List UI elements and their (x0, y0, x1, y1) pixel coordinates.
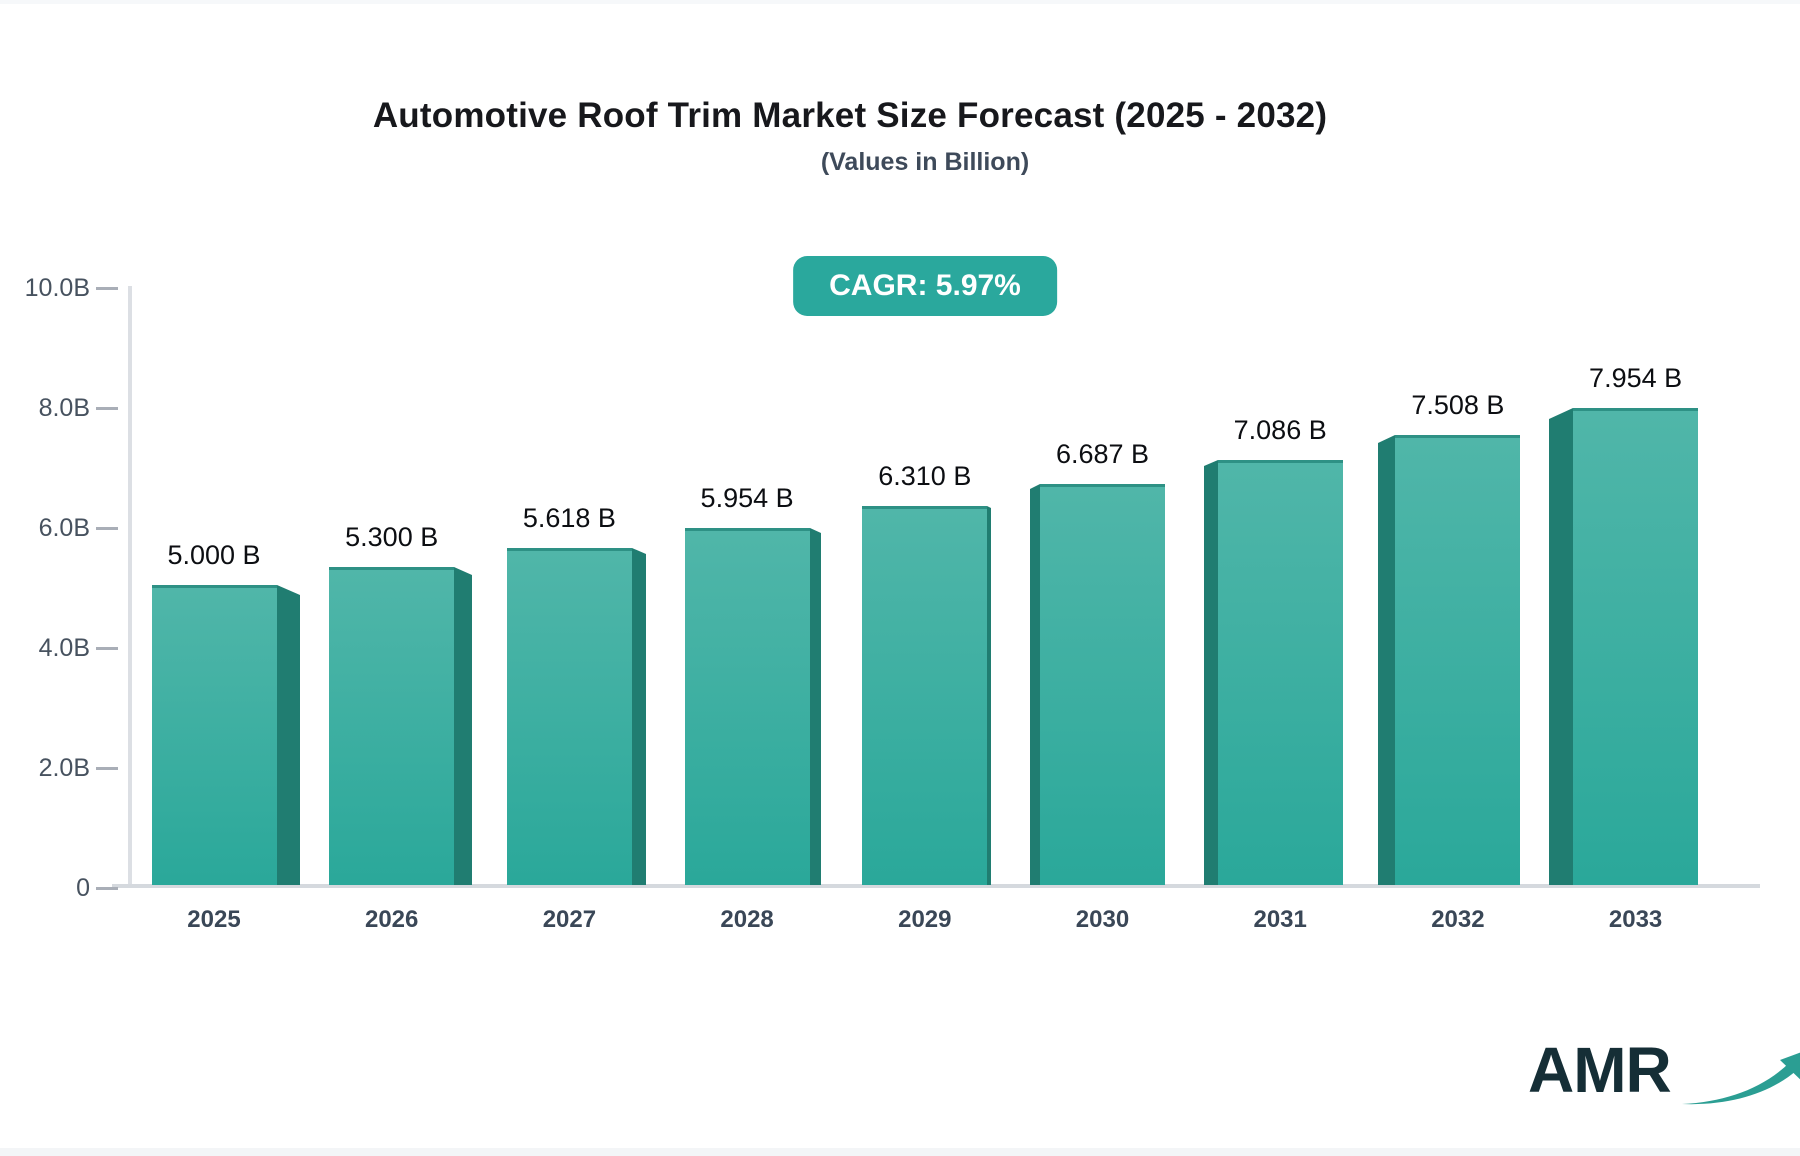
bar-side-face-2029 (987, 506, 991, 885)
x-axis-label-2028: 2028 (720, 906, 774, 933)
y-axis-tick (96, 407, 118, 410)
y-axis-tick (96, 767, 118, 770)
y-axis-label: 10.0B (24, 274, 90, 302)
amr-logo-text: AMR (1528, 1034, 1672, 1106)
bar-2033 (1573, 408, 1698, 885)
bottom-edge-strip (0, 1148, 1800, 1156)
y-axis-tick (96, 887, 118, 890)
y-axis-label: 2.0B (38, 754, 90, 782)
x-axis-label-2029: 2029 (898, 906, 952, 933)
y-axis-tick (96, 287, 118, 290)
x-axis-label-2025: 2025 (187, 906, 241, 933)
x-axis-line (112, 884, 1760, 888)
bar-side-face-2032 (1378, 435, 1395, 885)
top-edge-strip (0, 0, 1800, 4)
bar-value-label-2027: 5.618 B (522, 503, 616, 533)
x-axis-label-2027: 2027 (542, 906, 597, 933)
bar-value-label-2026: 5.300 B (345, 522, 439, 552)
bar-2026 (329, 567, 454, 885)
bar-value-label-2028: 5.954 B (700, 483, 794, 513)
bar-2032 (1395, 435, 1520, 885)
bar-2027 (507, 548, 632, 885)
bar-2029 (862, 506, 987, 885)
y-axis-label: 6.0B (38, 514, 90, 542)
bar-2031 (1218, 460, 1343, 885)
bar-side-face-2025 (277, 585, 300, 885)
bar-value-label-2031: 7.086 B (1233, 415, 1327, 445)
bar-value-label-2032: 7.508 B (1411, 390, 1505, 420)
bar-value-label-2025: 5.000 B (167, 540, 261, 570)
x-axis-label-2033: 2033 (1608, 906, 1663, 933)
bar-side-face-2030 (1030, 484, 1040, 885)
x-axis-label-2026: 2026 (364, 906, 419, 933)
x-axis-label-2032: 2032 (1431, 906, 1485, 933)
bar-2028 (685, 528, 810, 885)
bar-value-label-2033: 7.954 B (1589, 363, 1683, 393)
cagr-badge: CAGR: 5.97% (793, 256, 1057, 316)
growth-arrow-icon (1680, 1044, 1800, 1113)
bar-side-face-2033 (1549, 408, 1573, 885)
y-axis-label: 4.0B (38, 634, 90, 662)
bar-2030 (1040, 484, 1165, 885)
y-axis-line (128, 286, 132, 886)
x-axis-label-2030: 2030 (1075, 906, 1130, 933)
bar-side-face-2027 (632, 548, 646, 885)
y-axis-label: 0 (76, 874, 90, 902)
bar-side-face-2026 (454, 567, 472, 885)
chart-title: Automotive Roof Trim Market Size Forecas… (372, 96, 1328, 135)
y-axis-tick (96, 527, 118, 530)
bar-value-label-2030: 6.687 B (1055, 439, 1150, 469)
bar-side-face-2031 (1204, 460, 1218, 885)
bar-side-face-2028 (810, 528, 821, 885)
bar-value-label-2029: 6.310 B (878, 461, 972, 491)
bar-2025 (152, 585, 277, 885)
amr-logo: AMR (1528, 1034, 1800, 1128)
y-axis-tick (96, 647, 118, 650)
x-axis-label-2031: 2031 (1253, 906, 1307, 933)
y-axis-label: 8.0B (38, 394, 90, 422)
chart-subtitle: (Values in Billion) (820, 148, 1030, 176)
